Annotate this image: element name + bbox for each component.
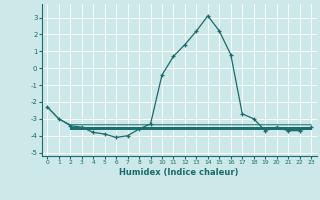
X-axis label: Humidex (Indice chaleur): Humidex (Indice chaleur) <box>119 168 239 177</box>
